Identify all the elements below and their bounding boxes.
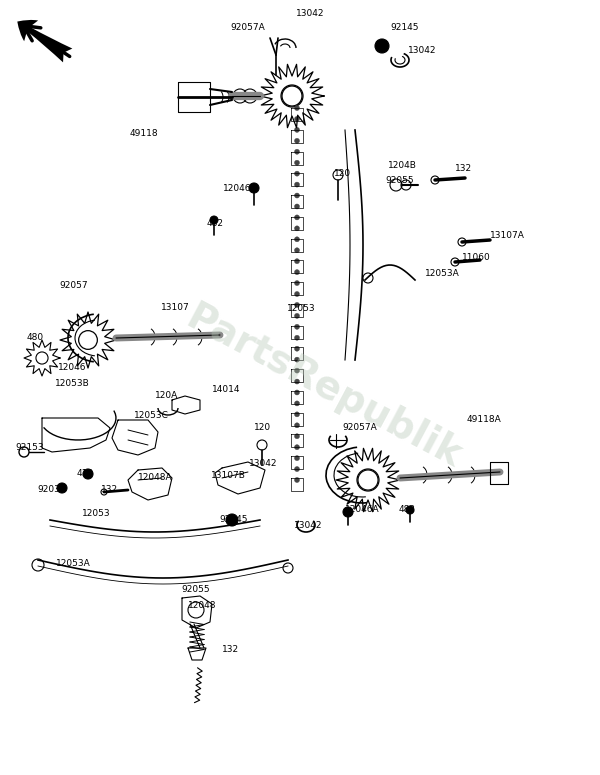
Circle shape <box>295 434 299 439</box>
Text: 12053A: 12053A <box>56 559 91 568</box>
Circle shape <box>295 150 299 154</box>
Circle shape <box>226 514 238 526</box>
Text: 92033: 92033 <box>38 485 67 494</box>
Circle shape <box>375 39 389 53</box>
Circle shape <box>295 445 299 449</box>
Circle shape <box>295 204 299 209</box>
Circle shape <box>295 226 299 231</box>
Circle shape <box>295 116 299 122</box>
Circle shape <box>295 379 299 384</box>
Text: 13042: 13042 <box>296 9 324 18</box>
Circle shape <box>295 324 299 329</box>
Circle shape <box>295 193 299 198</box>
Circle shape <box>57 483 67 493</box>
Text: 12048: 12048 <box>188 601 216 610</box>
Text: 13107B: 13107B <box>211 471 245 480</box>
Text: 13107: 13107 <box>161 303 190 312</box>
Text: 132: 132 <box>455 164 472 173</box>
Text: 482: 482 <box>398 505 415 514</box>
Circle shape <box>295 313 299 319</box>
Circle shape <box>295 456 299 460</box>
Text: 132: 132 <box>222 645 239 654</box>
Text: 92057A: 92057A <box>343 423 377 432</box>
Circle shape <box>295 182 299 187</box>
Circle shape <box>295 138 299 143</box>
Circle shape <box>295 248 299 253</box>
Circle shape <box>295 105 299 111</box>
Text: 1204B: 1204B <box>388 161 417 170</box>
Text: 12046A: 12046A <box>223 184 257 193</box>
Text: 13042: 13042 <box>294 521 322 530</box>
Text: 92145: 92145 <box>390 23 419 32</box>
Circle shape <box>295 423 299 428</box>
Circle shape <box>295 477 299 483</box>
Text: 92055: 92055 <box>182 585 211 594</box>
Text: 11060: 11060 <box>462 253 491 262</box>
Circle shape <box>210 216 218 224</box>
Circle shape <box>295 171 299 176</box>
Text: 12053B: 12053B <box>55 379 89 388</box>
Text: 14014: 14014 <box>212 385 241 394</box>
Text: 12046A: 12046A <box>344 505 379 514</box>
Text: 12053: 12053 <box>82 509 110 518</box>
Circle shape <box>295 346 299 351</box>
Circle shape <box>83 469 93 479</box>
Text: 13107A: 13107A <box>490 231 525 240</box>
Circle shape <box>249 183 259 193</box>
Text: 92057A: 92057A <box>230 23 265 32</box>
Circle shape <box>295 357 299 362</box>
Circle shape <box>295 127 299 133</box>
Text: 12046: 12046 <box>58 363 86 372</box>
Circle shape <box>295 259 299 264</box>
Text: 12053A: 12053A <box>425 269 460 278</box>
Circle shape <box>295 336 299 340</box>
Text: 12053: 12053 <box>287 304 316 313</box>
Circle shape <box>295 270 299 274</box>
Circle shape <box>295 302 299 308</box>
Circle shape <box>343 507 353 517</box>
Circle shape <box>295 401 299 406</box>
Text: 12048A: 12048A <box>137 473 172 482</box>
Text: 49118A: 49118A <box>467 415 502 424</box>
Circle shape <box>295 215 299 220</box>
Circle shape <box>295 390 299 395</box>
Text: 13042: 13042 <box>249 459 277 468</box>
Circle shape <box>295 281 299 285</box>
Text: 92153: 92153 <box>15 443 44 452</box>
Text: 12053C: 12053C <box>134 411 169 420</box>
Text: 92055: 92055 <box>385 176 413 185</box>
Text: 92145: 92145 <box>220 515 248 524</box>
Text: 120: 120 <box>334 169 351 178</box>
Circle shape <box>295 467 299 471</box>
Text: PartsRepublik: PartsRepublik <box>180 299 468 476</box>
Text: 92057: 92057 <box>59 281 88 290</box>
Text: 49118: 49118 <box>130 129 158 138</box>
Circle shape <box>406 506 414 514</box>
Text: 120: 120 <box>254 423 272 432</box>
Circle shape <box>295 368 299 373</box>
Circle shape <box>295 237 299 242</box>
Text: 132: 132 <box>101 485 119 494</box>
Text: 13042: 13042 <box>408 46 437 55</box>
Text: 480: 480 <box>26 333 44 342</box>
Text: 482: 482 <box>206 219 223 228</box>
Circle shape <box>295 291 299 297</box>
Text: 120A: 120A <box>155 391 178 400</box>
Text: 410: 410 <box>76 469 94 478</box>
Circle shape <box>295 160 299 165</box>
Circle shape <box>295 412 299 417</box>
